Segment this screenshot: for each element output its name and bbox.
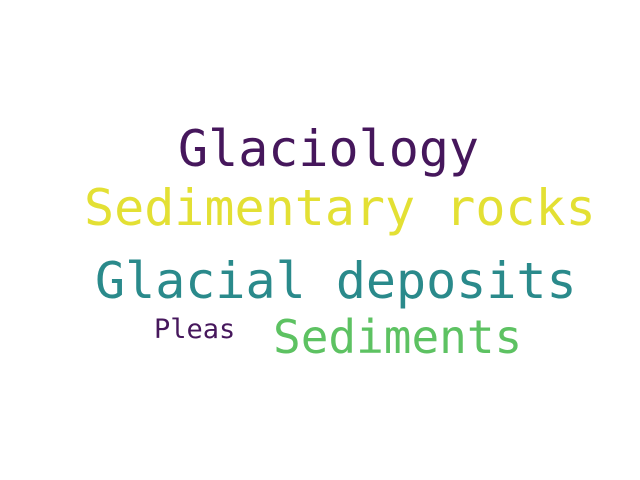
word-glaciology: Glaciology: [178, 120, 480, 178]
word-glacial-deposits: Glacial deposits: [95, 252, 577, 310]
word-sedimentary-rocks: Sedimentary rocks: [84, 179, 596, 237]
word-sediments: Sediments: [273, 310, 523, 364]
word-pleas: Pleas: [154, 314, 236, 345]
